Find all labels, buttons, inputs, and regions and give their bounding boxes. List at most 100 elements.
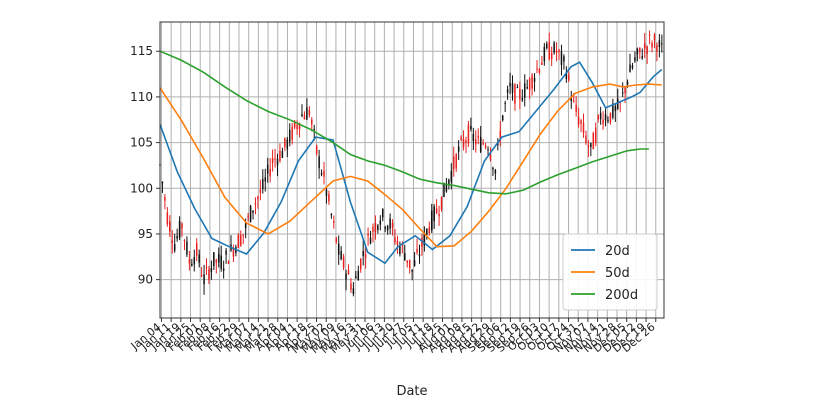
- candle-body: [523, 83, 526, 98]
- candle-body: [582, 122, 585, 134]
- candles: [159, 30, 663, 297]
- candle-body: [617, 98, 619, 109]
- candle-body: [205, 266, 208, 268]
- candle-body: [374, 222, 377, 232]
- candle-body: [533, 77, 536, 82]
- candle-body: [169, 221, 171, 232]
- candle-body: [215, 259, 218, 263]
- candle-body: [266, 164, 269, 174]
- candle-body: [575, 104, 577, 113]
- candle-body: [193, 257, 196, 265]
- candle-body: [222, 268, 225, 271]
- candle-body: [656, 45, 658, 52]
- candle-body: [271, 157, 274, 164]
- candle-body: [337, 243, 340, 255]
- candle-body: [641, 56, 644, 59]
- candle-body: [487, 149, 489, 151]
- candle-body: [183, 239, 186, 241]
- candle-body: [254, 203, 257, 205]
- candle-body: [558, 49, 560, 52]
- candle-body: [176, 235, 178, 239]
- candle-body: [181, 223, 183, 229]
- candle-body: [279, 150, 281, 161]
- candle-body: [359, 258, 362, 270]
- candle-body: [504, 102, 506, 104]
- y-tick-label: 110: [130, 90, 153, 104]
- candle-body: [626, 81, 629, 85]
- candle-body: [291, 126, 293, 140]
- candle-body: [386, 225, 389, 231]
- candle-body: [592, 133, 595, 150]
- candle-body: [301, 114, 303, 117]
- candle-body: [357, 270, 360, 281]
- candle-body: [384, 227, 386, 229]
- candle-body: [531, 75, 533, 89]
- candle-body: [404, 253, 406, 261]
- candle-body: [323, 170, 325, 177]
- candle-body: [651, 42, 653, 48]
- candle-body: [240, 234, 242, 246]
- candle-body: [364, 254, 367, 258]
- x-axis-label: Date: [396, 384, 427, 399]
- candle-body: [303, 115, 306, 120]
- candle-body: [648, 34, 651, 36]
- candle-body: [399, 246, 401, 255]
- candle-body: [585, 135, 587, 143]
- candle-body: [621, 92, 624, 94]
- candle-body: [489, 154, 492, 160]
- candle-body: [519, 88, 521, 100]
- candle-body: [298, 123, 301, 130]
- candle-body: [597, 115, 599, 120]
- candle-body: [281, 151, 284, 158]
- candle-body: [342, 256, 345, 268]
- candle-body: [560, 51, 563, 65]
- candle-body: [369, 237, 372, 244]
- candle-body: [563, 56, 565, 62]
- candle-body: [210, 268, 213, 272]
- candle-body: [658, 40, 661, 48]
- candle-body: [568, 74, 570, 81]
- candle-body: [590, 143, 592, 148]
- candle-body: [450, 171, 453, 182]
- candle-body: [423, 232, 426, 246]
- candle-body: [479, 136, 482, 152]
- plot-frame: [159, 21, 665, 319]
- candle-body: [609, 112, 612, 123]
- candle-body: [308, 109, 311, 116]
- candle-body: [191, 263, 193, 266]
- candle-body: [612, 103, 614, 118]
- candle-body: [494, 169, 497, 174]
- candle-body: [340, 250, 342, 260]
- candle-body: [367, 233, 369, 236]
- candle-body: [653, 34, 656, 40]
- candle-body: [315, 145, 318, 154]
- candle-body: [249, 205, 252, 222]
- series-line-50d: [159, 83, 662, 248]
- candle-body: [521, 98, 524, 101]
- candle-body: [565, 72, 568, 80]
- candle-body: [509, 82, 511, 87]
- candle-body: [643, 43, 646, 49]
- candle-body: [443, 182, 445, 197]
- candle-body: [475, 139, 477, 145]
- grid: [160, 22, 664, 318]
- candle-body: [499, 130, 502, 141]
- candle-body: [333, 221, 335, 223]
- candle-body: [352, 288, 355, 294]
- candle-body: [408, 259, 411, 269]
- candle-body: [631, 65, 634, 69]
- candle-body: [538, 69, 541, 73]
- candle-body: [391, 223, 394, 228]
- candle-body: [320, 172, 323, 175]
- candle-body: [418, 254, 421, 257]
- candle-body: [293, 120, 296, 128]
- candle-body: [237, 234, 240, 249]
- candle-body: [227, 261, 230, 264]
- candle-body: [550, 52, 553, 59]
- candle-body: [639, 47, 641, 53]
- candle-body: [421, 237, 423, 248]
- candle-body: [536, 68, 538, 70]
- candle-body: [428, 227, 431, 234]
- candle-body: [472, 133, 475, 142]
